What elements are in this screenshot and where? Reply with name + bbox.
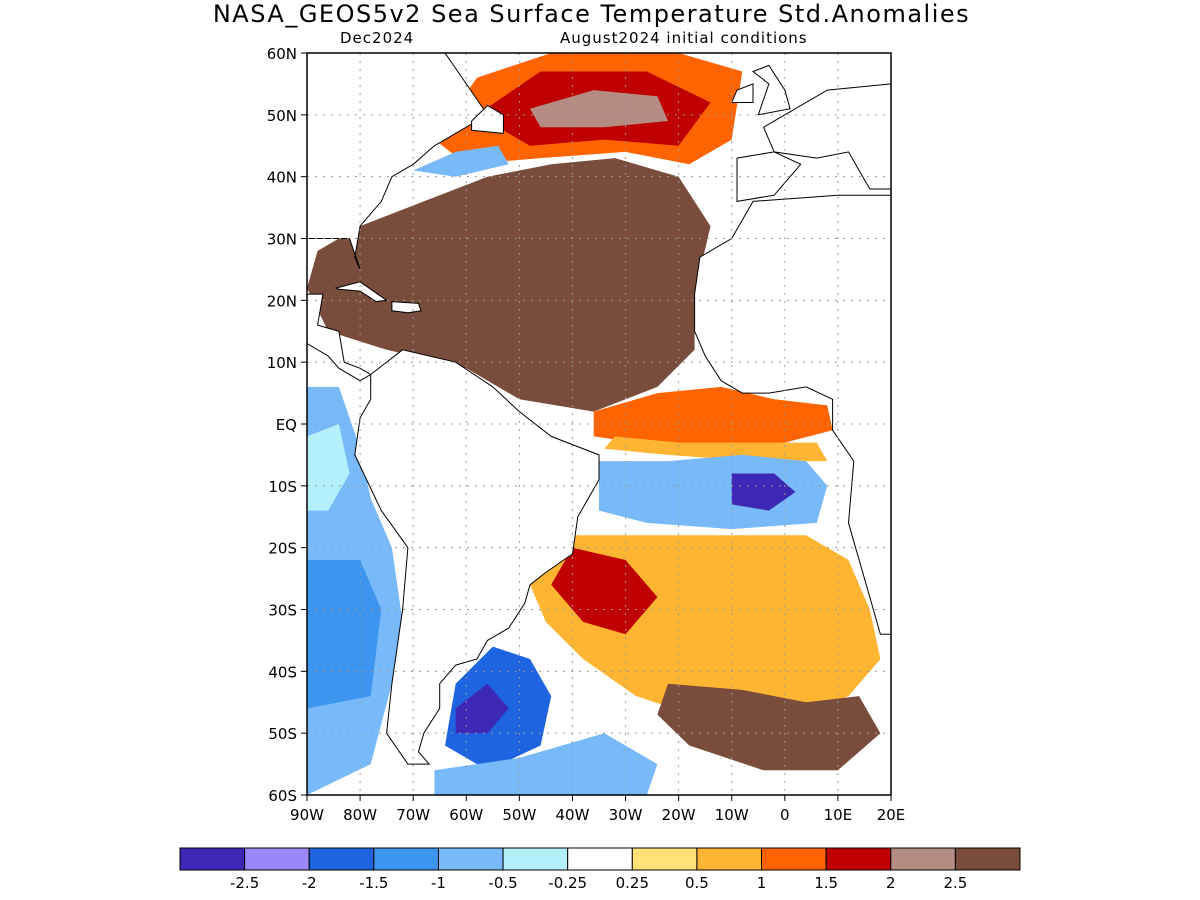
longitude-axis: 90W 80W 70W 60W 50W 40W 30W 20W 10W 0 10E 20E <box>290 795 905 824</box>
land-north-america <box>307 53 489 270</box>
lat-tick-label: 60S <box>268 787 297 805</box>
colorbar-label: 0.5 <box>685 874 709 892</box>
lon-tick-label: 30W <box>609 806 643 824</box>
lat-tick-label: 40S <box>268 663 297 681</box>
land-central-america <box>307 293 372 382</box>
colorbar-label: -1 <box>431 874 446 892</box>
lat-tick-label: 20S <box>268 540 297 558</box>
colorbar: -2.5 -2 -1.5 -1 -0.5 -0.25 0.25 0.5 1 1.5 2 2.5 <box>179 847 1021 892</box>
anomaly-region-southern-cold-core <box>455 683 509 734</box>
anomaly-region-south-atlantic-brown-streaks <box>657 683 881 771</box>
colorbar-swatch <box>825 847 892 871</box>
chart-title: NASA_GEOS5v2 Sea Surface Temperature Std… <box>212 0 971 28</box>
colorbar-label: -1.5 <box>359 874 388 892</box>
lat-tick-label: 10N <box>267 354 297 372</box>
colorbar-label: 1 <box>757 874 767 892</box>
anomaly-region-subpolar-north-brown <box>530 90 668 128</box>
lat-tick-label: 20N <box>267 292 297 310</box>
land-europe <box>762 83 891 190</box>
initial-conditions-label: August2024 initial conditions <box>560 29 808 47</box>
anomaly-region-pacific-pale <box>307 424 350 511</box>
land-hispaniola <box>391 301 422 314</box>
colorbar-swatch <box>954 847 1021 871</box>
land-cuba <box>334 281 388 303</box>
colorbar-swatch <box>437 847 504 871</box>
anomaly-region-pacific-blue <box>307 560 382 709</box>
anomaly-region-north-atlantic-warm <box>307 158 711 412</box>
colorbar-swatch <box>179 847 246 871</box>
colorbar-swatch <box>567 847 633 871</box>
colorbar-swatch <box>890 847 956 871</box>
colorbar-label: -2 <box>302 874 317 892</box>
colorbar-swatch <box>761 847 827 871</box>
colorbar-swatch <box>308 847 375 871</box>
lon-tick-label: 10W <box>715 806 749 824</box>
forecast-month-label: Dec2024 <box>340 29 415 47</box>
land-newfoundland <box>471 104 504 134</box>
land-britain <box>751 64 791 116</box>
lat-tick-label: 10S <box>268 478 297 496</box>
anomaly-region-equatorial-yellow <box>604 436 828 462</box>
lon-tick-label: 20E <box>877 806 906 824</box>
colorbar-swatch <box>631 847 698 871</box>
colorbar-label: 1.5 <box>814 874 838 892</box>
lon-tick-label: 60W <box>449 806 483 824</box>
land-ireland <box>730 83 754 103</box>
lon-tick-label: 70W <box>396 806 430 824</box>
land-layer <box>307 53 891 765</box>
land-iberia <box>736 151 802 202</box>
anomaly-region-gulf-stream-blue <box>413 145 509 177</box>
colorbar-label: -2.5 <box>230 874 259 892</box>
anomaly-region-south-atlantic-red-streaks <box>551 547 658 635</box>
lon-tick-label: 40W <box>555 806 589 824</box>
lat-tick-label: 60N <box>267 45 297 63</box>
colorbar-swatch <box>244 847 310 871</box>
lat-tick-label: 50N <box>267 107 297 125</box>
lon-tick-label: 0 <box>780 806 790 824</box>
lat-tick-label: 50S <box>268 725 297 743</box>
lon-tick-label: 10E <box>824 806 853 824</box>
colorbar-label: -0.5 <box>488 874 517 892</box>
colorbar-label: 2.5 <box>943 874 967 892</box>
colorbar-label: 0.25 <box>616 874 649 892</box>
anomaly-region-south-atlantic-cold-core <box>731 473 796 511</box>
colorbar-swatch <box>696 847 763 871</box>
colorbar-label: 2 <box>886 874 896 892</box>
colorbar-swatch <box>373 847 439 871</box>
latitude-axis: 60N 50N 40N 30N 20N 10N EQ 10S 20S 30S 40S 50S 60S <box>267 45 307 805</box>
colorbar-swatch <box>502 847 569 871</box>
anomaly-region-southern-ocean-cool <box>434 733 658 795</box>
lat-tick-label: 30N <box>267 231 297 249</box>
anomaly-region-equatorial-band <box>593 386 833 449</box>
lon-tick-label: 50W <box>502 806 536 824</box>
colorbar-label: -0.25 <box>548 874 587 892</box>
gridlines <box>307 53 891 795</box>
lat-tick-label: EQ <box>276 416 297 434</box>
lat-tick-label: 40N <box>267 169 297 187</box>
lon-tick-label: 20W <box>662 806 696 824</box>
anomaly-field <box>307 53 881 795</box>
land-africa <box>694 194 891 635</box>
anomaly-region-south-atlantic-cool <box>599 454 828 530</box>
lat-tick-label: 30S <box>268 602 297 620</box>
lon-tick-label: 90W <box>290 806 324 824</box>
lon-tick-label: 80W <box>343 806 377 824</box>
